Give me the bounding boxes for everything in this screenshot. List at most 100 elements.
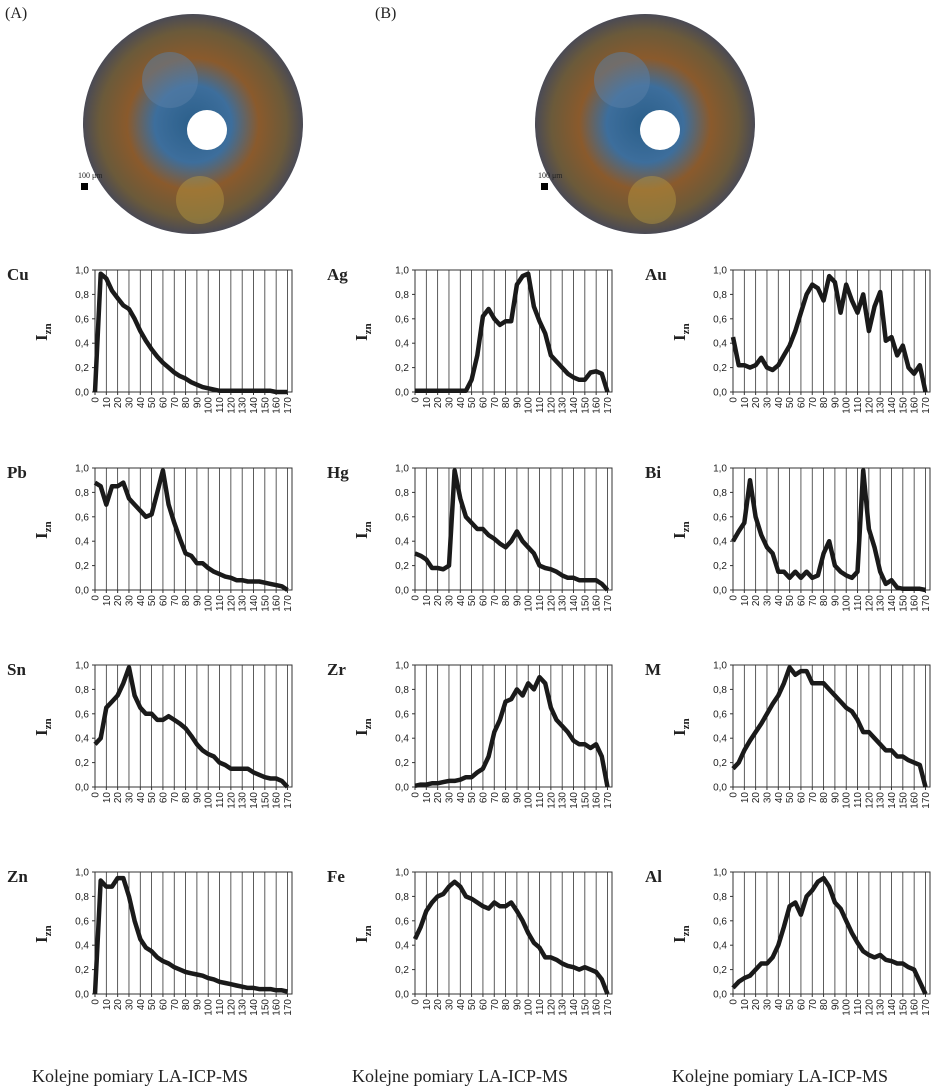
x-tick-label: 90 (512, 595, 523, 607)
y-axis-label: Izn (32, 718, 54, 736)
x-tick-label: 10 (740, 397, 751, 409)
x-tick-label: 130 (238, 999, 249, 1016)
x-tick-label: 90 (192, 792, 203, 804)
x-tick-label: 90 (512, 397, 523, 409)
x-tick-label: 120 (226, 595, 237, 612)
x-tick-label: 70 (490, 397, 501, 409)
x-tick-label: 110 (853, 999, 864, 1015)
x-tick-label: 50 (147, 397, 158, 409)
x-tick-label: 20 (433, 397, 444, 409)
y-axis-label-sub: zn (362, 718, 374, 729)
y-tick-label: 0,8 (395, 685, 409, 696)
x-tick-label: 60 (478, 595, 489, 607)
x-tick-label: 150 (898, 999, 909, 1016)
x-tick-label: 90 (192, 397, 203, 409)
x-tick-label: 100 (524, 397, 535, 414)
y-tick-label: 0,8 (75, 685, 89, 696)
x-tick-label: 60 (158, 999, 169, 1011)
y-tick-label: 0,0 (395, 388, 409, 399)
y-tick-label: 0,8 (395, 290, 409, 301)
x-tick-label: 40 (774, 999, 785, 1011)
x-tick-label: 170 (283, 397, 294, 414)
x-tick-label: 170 (603, 595, 614, 612)
x-tick-label: 160 (272, 397, 283, 414)
x-tick-label: 80 (819, 595, 830, 607)
x-tick-label: 100 (204, 792, 215, 809)
y-tick-label: 1,0 (395, 266, 409, 277)
y-tick-label: 0,0 (713, 783, 727, 794)
plot-frame (732, 664, 931, 788)
x-tick-label: 60 (478, 397, 489, 409)
x-tick-label: 50 (147, 595, 158, 607)
x-tick-label: 10 (740, 792, 751, 804)
y-tick-label: 0,2 (75, 965, 89, 976)
y-tick-label: 0,4 (75, 941, 89, 952)
x-tick-label: 100 (842, 397, 853, 414)
x-tick-label: 50 (147, 999, 158, 1011)
x-tick-label: 120 (546, 595, 557, 612)
y-tick-label: 0,6 (75, 709, 89, 720)
y-axis-label-sub: zn (680, 521, 692, 532)
y-axis-label-sub: zn (42, 323, 54, 334)
x-tick-label: 140 (569, 792, 580, 809)
x-tick-label: 130 (558, 792, 569, 809)
y-axis-label-main: I (32, 334, 51, 341)
y-tick-label: 0,0 (75, 388, 89, 399)
y-tick-label: 1,0 (75, 868, 89, 879)
x-tick-label: 50 (147, 792, 158, 804)
plot-frame (732, 269, 931, 393)
plot-frame (414, 871, 613, 995)
x-tick-label: 170 (283, 792, 294, 809)
x-tick-label: 80 (819, 397, 830, 409)
x-tick-label: 60 (796, 397, 807, 409)
x-tick-label: 80 (181, 397, 192, 409)
x-tick-label: 150 (260, 595, 271, 612)
x-tick-label: 40 (456, 999, 467, 1011)
x-tick-label: 110 (215, 397, 226, 413)
x-tick-label: 130 (558, 397, 569, 414)
y-tick-label: 0,2 (713, 758, 727, 769)
y-tick-label: 1,0 (75, 464, 89, 475)
x-tick-label: 170 (921, 999, 932, 1016)
y-tick-label: 0,2 (395, 363, 409, 374)
y-axis-label-main: I (352, 936, 371, 943)
x-tick-label: 70 (490, 792, 501, 804)
x-tick-label: 70 (490, 595, 501, 607)
x-tick-label: 160 (910, 397, 921, 414)
chart-title: Zr (327, 660, 346, 679)
scale-label: 100 μm (78, 171, 103, 180)
x-tick-label: 40 (774, 595, 785, 607)
x-tick-label: 80 (501, 397, 512, 409)
x-tick-label: 20 (433, 792, 444, 804)
y-axis-label: Izn (352, 323, 374, 341)
y-axis-label: Izn (670, 521, 692, 539)
x-tick-label: 60 (478, 792, 489, 804)
x-tick-label: 0 (729, 397, 740, 403)
y-tick-label: 1,0 (395, 868, 409, 879)
y-tick-label: 0,6 (395, 512, 409, 523)
x-tick-label: 60 (796, 792, 807, 804)
chart-title: Al (645, 867, 662, 886)
y-axis-label-sub: zn (42, 718, 54, 729)
x-tick-label: 120 (546, 397, 557, 414)
data-line (93, 468, 289, 592)
y-tick-label: 0,8 (713, 290, 727, 301)
data-line (731, 665, 928, 788)
y-axis-label: Izn (352, 925, 374, 943)
y-tick-label: 0,8 (395, 892, 409, 903)
x-tick-label: 10 (102, 397, 113, 409)
panel-label: (A) (5, 5, 27, 22)
x-tick-label: 20 (433, 999, 444, 1011)
y-tick-label: 0,0 (713, 990, 727, 1001)
y-axis-label-main: I (670, 936, 689, 943)
x-tick-label: 120 (226, 999, 237, 1016)
x-tick-label: 110 (853, 595, 864, 611)
x-tick-label: 10 (422, 595, 433, 607)
y-tick-label: 0,8 (75, 892, 89, 903)
x-tick-label: 80 (181, 792, 192, 804)
x-tick-label: 60 (796, 999, 807, 1011)
y-axis-label-main: I (32, 532, 51, 539)
x-tick-label: 170 (921, 595, 932, 612)
x-tick-label: 80 (819, 792, 830, 804)
y-tick-label: 0,6 (713, 512, 727, 523)
